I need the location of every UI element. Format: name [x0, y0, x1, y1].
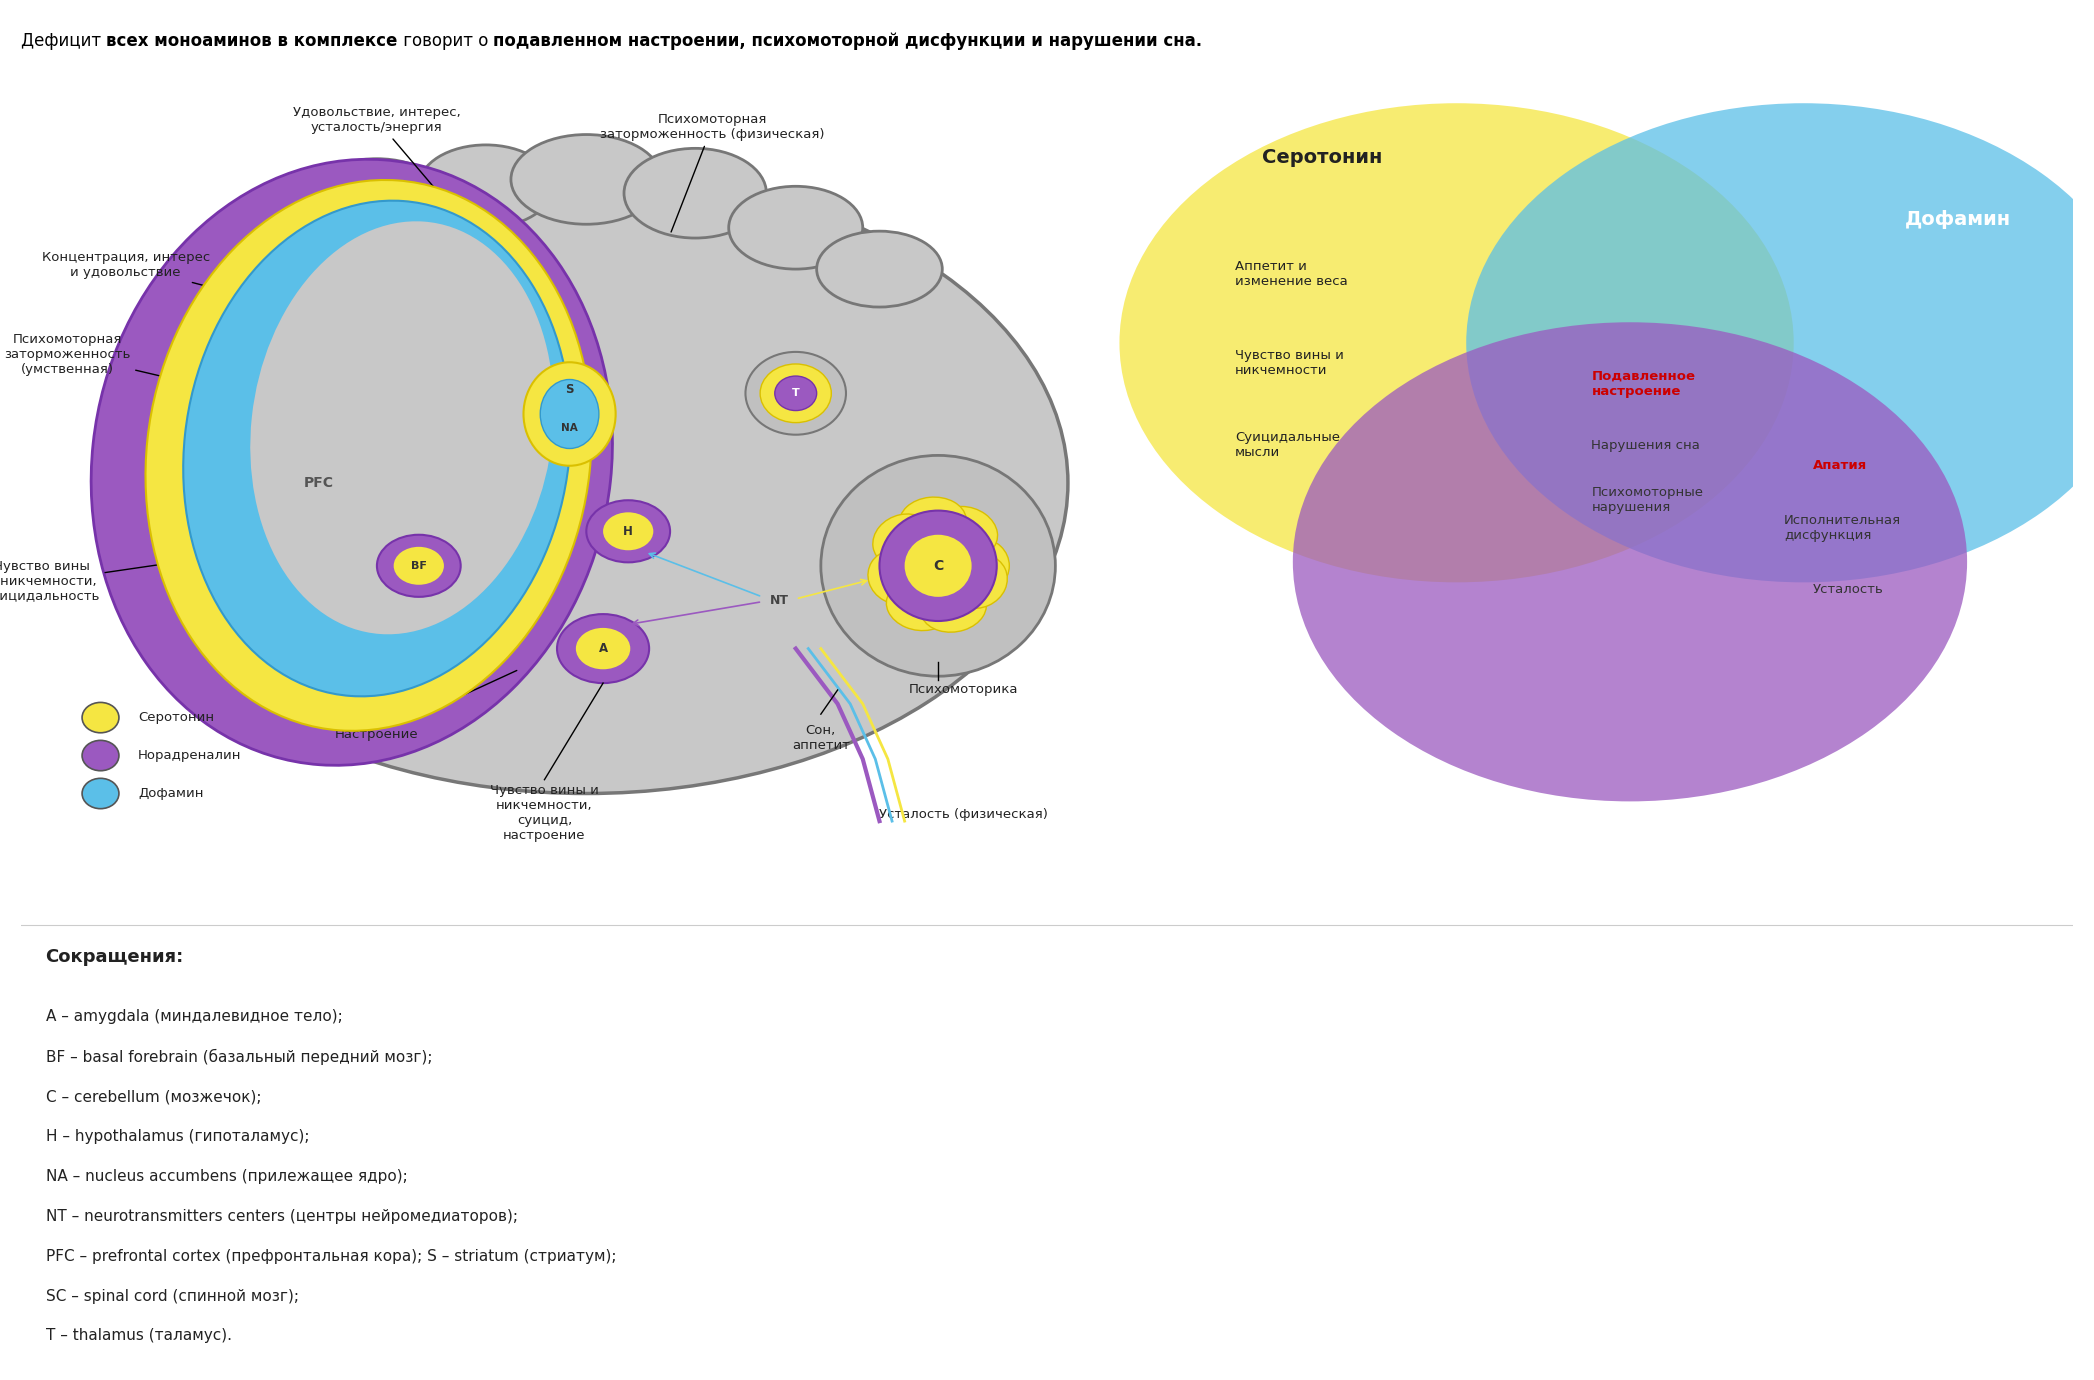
Text: Чувство вины и
никчемности: Чувство вины и никчемности	[1235, 349, 1344, 377]
Ellipse shape	[394, 546, 444, 585]
Ellipse shape	[586, 501, 670, 563]
Ellipse shape	[184, 200, 586, 683]
Ellipse shape	[934, 506, 997, 558]
Text: Чувство вины и
никчемности,
суицид,
настроение: Чувство вины и никчемности, суицид, наст…	[490, 784, 599, 842]
Ellipse shape	[745, 352, 846, 435]
Text: T – thalamus (таламус).: T – thalamus (таламус).	[46, 1329, 232, 1343]
Ellipse shape	[624, 149, 766, 239]
Text: Концентрация, интерес
и удовольствие: Концентрация, интерес и удовольствие	[42, 251, 350, 323]
Ellipse shape	[144, 179, 593, 731]
Text: подавленном настроении, психомоторной дисфункции и нарушении сна.: подавленном настроении, психомоторной ди…	[494, 32, 1202, 51]
Text: Подавленное
настроение: Подавленное настроение	[1591, 370, 1696, 397]
Ellipse shape	[867, 549, 928, 604]
Text: BF – basal forebrain (базальный передний мозг);: BF – basal forebrain (базальный передний…	[46, 1049, 431, 1065]
Text: Чувство вины
и никчемности,
суицидальность: Чувство вины и никчемности, суицидальнос…	[0, 545, 291, 603]
Text: H: H	[624, 524, 632, 538]
Text: NT: NT	[768, 593, 789, 607]
Ellipse shape	[775, 377, 817, 411]
Ellipse shape	[92, 159, 611, 766]
Text: T: T	[792, 388, 800, 399]
Text: C – cerebellum (мозжечок);: C – cerebellum (мозжечок);	[46, 1089, 262, 1104]
Ellipse shape	[105, 172, 1068, 793]
Text: Дофамин: Дофамин	[1903, 210, 2010, 229]
Text: Суицидальные
мысли: Суицидальные мысли	[1235, 432, 1340, 460]
Text: Дефицит: Дефицит	[21, 32, 107, 51]
Text: Усталость: Усталость	[1813, 582, 1885, 596]
Text: Психомоторная
заторможенность (физическая): Психомоторная заторможенность (физическа…	[599, 113, 825, 232]
Text: Психомоторная
заторможенность
(умственная): Психомоторная заторможенность (умственна…	[4, 333, 291, 407]
Ellipse shape	[540, 380, 599, 449]
Text: Норадреналин: Норадреналин	[1545, 827, 1713, 845]
Ellipse shape	[729, 186, 863, 269]
Text: Усталость (физическая): Усталость (физическая)	[879, 807, 1047, 821]
Text: Исполнительная
дисфункция: Исполнительная дисфункция	[1784, 513, 1901, 541]
Ellipse shape	[900, 497, 965, 545]
Circle shape	[82, 778, 119, 809]
Text: всех моноаминов в комплексе: всех моноаминов в комплексе	[107, 32, 398, 51]
Text: Серотонин: Серотонин	[1261, 149, 1382, 167]
Circle shape	[1120, 104, 1795, 582]
Text: NT – neurotransmitters centers (центры нейромедиаторов);: NT – neurotransmitters centers (центры н…	[46, 1209, 517, 1224]
Text: Сон,
аппетит: Сон, аппетит	[792, 724, 850, 752]
Text: NA – nucleus accumbens (прилежащее ядро);: NA – nucleus accumbens (прилежащее ядро)…	[46, 1169, 408, 1184]
Text: PFC – prefrontal cortex (префронтальная кора); S – striatum (стриатум);: PFC – prefrontal cortex (префронтальная …	[46, 1249, 616, 1264]
Text: Психомоторика: Психомоторика	[909, 683, 1018, 697]
Text: Норадреналин: Норадреналин	[138, 749, 241, 762]
Ellipse shape	[524, 363, 616, 466]
Text: А – amygdala (миндалевидное тело);: А – amygdala (миндалевидное тело);	[46, 1009, 341, 1024]
Ellipse shape	[302, 159, 452, 255]
Ellipse shape	[949, 553, 1007, 609]
Text: A: A	[599, 642, 607, 656]
Text: Психомоторные
нарушения: Психомоторные нарушения	[1591, 486, 1702, 515]
Ellipse shape	[760, 364, 831, 422]
Circle shape	[82, 702, 119, 733]
Ellipse shape	[886, 581, 951, 631]
Ellipse shape	[951, 538, 1009, 593]
Circle shape	[1292, 323, 1966, 802]
Ellipse shape	[419, 145, 553, 228]
Ellipse shape	[873, 513, 934, 567]
Ellipse shape	[377, 535, 461, 596]
Ellipse shape	[879, 511, 997, 621]
Text: Дофамин: Дофамин	[138, 787, 203, 800]
Circle shape	[82, 740, 119, 770]
Text: Серотонин: Серотонин	[138, 711, 214, 724]
Text: Апатия: Апатия	[1813, 460, 1868, 472]
Text: PFC: PFC	[304, 476, 333, 490]
Text: H – hypothalamus (гипоталамус);: H – hypothalamus (гипоталамус);	[46, 1129, 310, 1144]
Ellipse shape	[603, 512, 653, 551]
Circle shape	[1466, 104, 2094, 582]
Text: BF: BF	[410, 560, 427, 571]
Ellipse shape	[511, 135, 662, 225]
Text: Нарушения сна: Нарушения сна	[1591, 439, 1700, 453]
Ellipse shape	[557, 614, 649, 683]
Ellipse shape	[182, 200, 572, 697]
Text: C: C	[934, 559, 942, 573]
Ellipse shape	[218, 214, 570, 669]
Text: Удовольствие, интерес,
усталость/энергия: Удовольствие, интерес, усталость/энергия	[293, 106, 484, 246]
Ellipse shape	[251, 221, 553, 635]
Text: S: S	[565, 384, 574, 396]
Ellipse shape	[817, 232, 942, 308]
Text: Сокращения:: Сокращения:	[46, 948, 184, 966]
Text: Аппетит и
изменение веса: Аппетит и изменение веса	[1235, 261, 1349, 288]
Ellipse shape	[821, 455, 1055, 676]
Ellipse shape	[921, 582, 986, 632]
Text: NA: NA	[561, 422, 578, 433]
Text: SC – spinal cord (спинной мозг);: SC – spinal cord (спинной мозг);	[46, 1289, 299, 1304]
Ellipse shape	[576, 628, 630, 669]
Ellipse shape	[905, 535, 972, 596]
Text: говорит о: говорит о	[398, 32, 494, 51]
Text: Настроение: Настроение	[335, 671, 517, 741]
